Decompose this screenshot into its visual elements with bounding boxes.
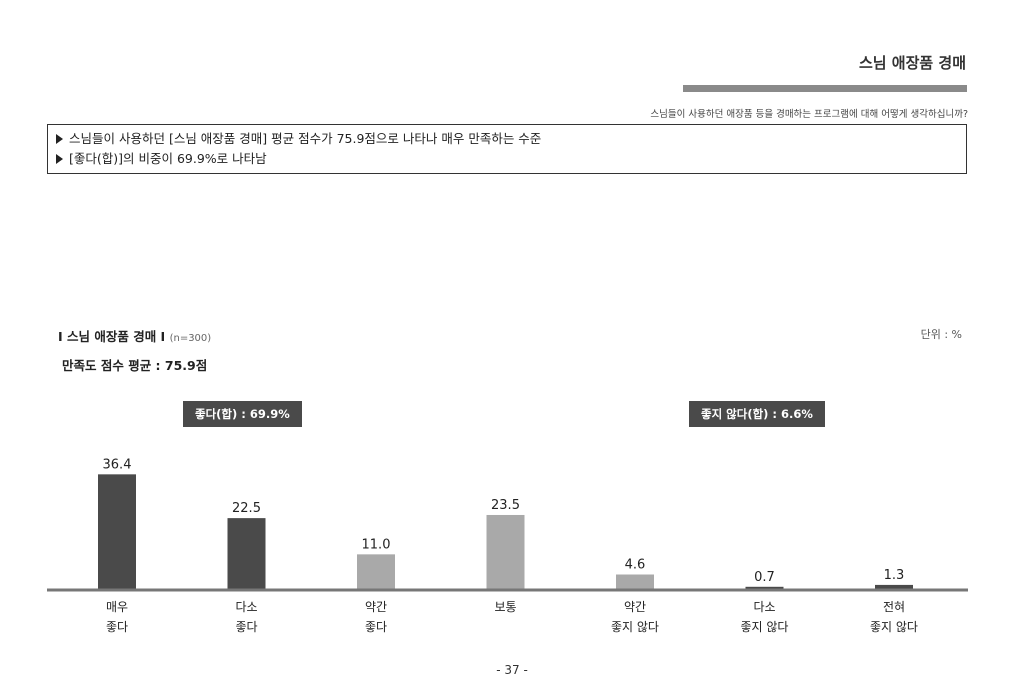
category-label-4-1: 좋지 않다 [611, 620, 659, 634]
category-label-3-0: 보통 [494, 600, 516, 614]
category-label-2-0: 약간 [365, 599, 387, 614]
triangle-bullet-icon [56, 154, 63, 164]
value-label-4: 4.6 [625, 558, 646, 573]
bar-0 [98, 474, 136, 589]
value-label-3: 23.5 [491, 498, 520, 513]
negative-group-label: 좋지 않다(합) : 6.6% [689, 401, 825, 427]
page-number: - 37 - [496, 663, 528, 677]
category-label-0-0: 매우 [106, 600, 128, 614]
category-label-0-1: 좋다 [106, 620, 128, 634]
bar-1 [227, 518, 266, 589]
bar-5 [745, 586, 784, 589]
summary-text-1: 스님들이 사용하던 [스님 애장품 경매] 평균 점수가 75.9점으로 나타나… [69, 131, 542, 146]
chart-title-n: (n=300) [169, 333, 212, 344]
category-label-5-0: 다소 [753, 600, 775, 614]
chart-title-main: I 스님 애장품 경매 I [58, 329, 166, 344]
summary-text-2: [좋다(합)]의 비중이 69.9%로 나타남 [69, 151, 267, 166]
value-label-2: 11.0 [362, 537, 391, 552]
header-question: 스님들이 사용하던 애장품 등을 경매하는 프로그램에 대해 어떻게 생각하십니… [650, 109, 968, 120]
positive-group-label: 좋다(합) : 69.9% [183, 401, 302, 427]
category-label-6-0: 전혀 [883, 600, 905, 614]
bar-4 [616, 574, 654, 589]
category-label-2-1: 좋다 [365, 620, 387, 634]
category-label-5-1: 좋지 않다 [741, 620, 789, 634]
chart-title: I 스님 애장품 경매 I (n=300) [58, 326, 211, 345]
value-label-1: 22.5 [232, 501, 261, 516]
summary-box: 스님들이 사용하던 [스님 애장품 경매] 평균 점수가 75.9점으로 나타나… [47, 124, 967, 174]
bar-6 [875, 584, 913, 589]
header-bar [683, 85, 967, 92]
summary-line-2: [좋다(합)]의 비중이 69.9%로 나타남 [56, 149, 958, 169]
summary-line-1: 스님들이 사용하던 [스님 애장품 경매] 평균 점수가 75.9점으로 나타나… [56, 129, 958, 149]
category-label-1-1: 좋다 [235, 620, 257, 634]
unit-label: 단위 : % [920, 328, 962, 341]
average-score: 만족도 점수 평균 : 75.9점 [62, 358, 208, 373]
category-label-6-1: 좋지 않다 [870, 620, 918, 634]
value-label-0: 36.4 [103, 457, 132, 472]
category-label-1-0: 다소 [235, 600, 257, 614]
value-label-5: 0.7 [754, 570, 775, 585]
category-label-4-0: 약간 [624, 599, 646, 614]
header-title: 스님 애장품 경매 [858, 54, 966, 72]
value-label-6: 1.3 [884, 568, 905, 583]
bar-2 [357, 554, 395, 589]
bar-3 [486, 514, 525, 589]
triangle-bullet-icon [56, 134, 63, 144]
